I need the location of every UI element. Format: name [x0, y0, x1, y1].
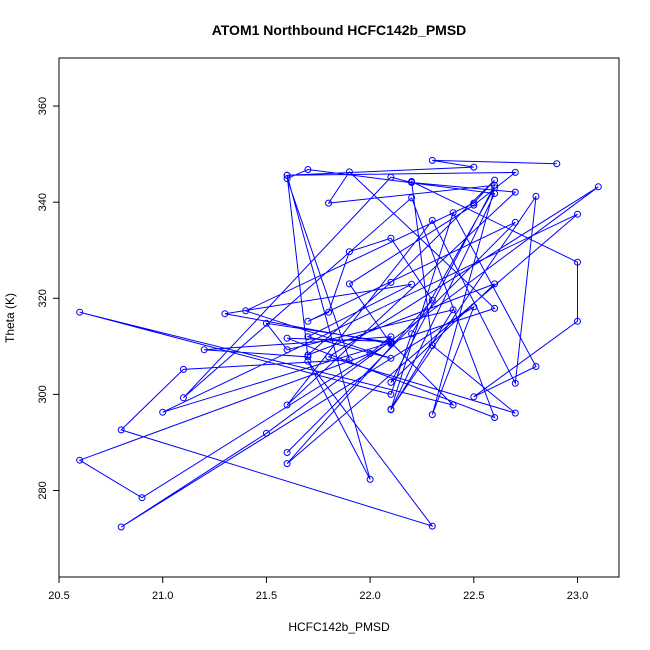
data-point [428, 216, 436, 224]
y-tick-label: 360 [37, 97, 49, 115]
data-point [594, 183, 602, 191]
data-point [325, 308, 333, 316]
data-point [283, 175, 291, 183]
data-point [345, 248, 353, 256]
data-point [345, 280, 353, 288]
data-point [408, 280, 416, 288]
data-point [491, 181, 499, 189]
x-tick-label: 21.0 [152, 590, 173, 602]
data-point [532, 192, 540, 200]
data-point [304, 357, 312, 365]
data-point [345, 356, 353, 364]
data-point [491, 184, 499, 192]
data-point [470, 201, 478, 209]
data-point [449, 209, 457, 217]
data-point [387, 278, 395, 286]
data-point [221, 310, 229, 318]
data-point [387, 339, 395, 346]
x-tick-label: 23.0 [567, 590, 588, 602]
plot-frame [58, 57, 620, 578]
data-point [574, 210, 581, 218]
data-point [449, 401, 457, 409]
data-point [138, 494, 146, 502]
series-layer [76, 156, 602, 531]
data-point [511, 168, 519, 176]
data-point [491, 414, 499, 421]
data-point [428, 341, 436, 349]
data-point [325, 353, 333, 361]
y-tick-label: 320 [37, 289, 49, 307]
data-point [325, 199, 333, 207]
data-point [428, 411, 436, 419]
data-point [76, 456, 84, 464]
data-point [532, 363, 540, 370]
data-point [470, 303, 478, 311]
data-point [387, 354, 395, 362]
data-point [491, 176, 499, 184]
data-point [470, 393, 478, 401]
data-point [553, 160, 561, 168]
data-point [511, 379, 519, 387]
data-point [262, 429, 270, 437]
data-point [283, 171, 291, 179]
data-point [511, 188, 519, 196]
x-tick-label: 22.5 [463, 590, 484, 602]
data-point [283, 346, 291, 354]
data-point [159, 408, 167, 416]
data-point [491, 304, 499, 312]
data-point [470, 199, 478, 207]
data-point [511, 218, 519, 226]
data-point [428, 296, 436, 304]
data-point [470, 163, 478, 171]
data-point [408, 194, 416, 202]
data-point [304, 333, 312, 341]
data-point [428, 522, 436, 530]
data-point [366, 350, 374, 357]
y-axis: 280 300 320 340 360 [37, 97, 59, 500]
data-point [117, 523, 125, 531]
series-line [78, 159, 599, 528]
data-point [117, 426, 125, 434]
data-point [574, 258, 581, 266]
data-point [76, 308, 84, 316]
data-point [366, 475, 374, 483]
data-point [200, 346, 208, 354]
data-point [408, 178, 416, 185]
y-tick-label: 300 [37, 385, 49, 403]
data-point [491, 280, 499, 288]
y-axis-label: Theta (K) [3, 293, 17, 343]
data-point [428, 156, 436, 164]
data-point [242, 307, 250, 315]
data-point [179, 394, 187, 402]
x-tick-label: 21.5 [256, 590, 277, 602]
data-point [304, 166, 312, 173]
x-tick-label: 22.0 [359, 590, 380, 602]
data-point [304, 317, 312, 325]
data-point [408, 330, 416, 338]
data-point [387, 378, 395, 386]
data-point [262, 319, 270, 327]
data-point [304, 353, 312, 361]
data-point [574, 317, 581, 325]
data-point [511, 409, 519, 417]
y-tick-label: 280 [37, 481, 49, 499]
data-point [345, 168, 353, 176]
y-tick-label: 340 [37, 193, 49, 211]
data-point [179, 365, 187, 373]
data-point [387, 405, 395, 413]
chart-title: ATOM1 Northbound HCFC142b_PMSD [212, 22, 467, 38]
data-point [387, 390, 395, 398]
x-tick-label: 20.5 [48, 590, 69, 602]
data-point [283, 449, 291, 456]
x-axis-label: HCFC142b_PMSD [288, 620, 390, 634]
data-point [387, 173, 395, 181]
data-point [283, 334, 291, 342]
data-point [283, 460, 291, 468]
x-axis: 20.5 21.0 21.5 22.0 22.5 23.0 [48, 577, 588, 602]
data-point [387, 234, 395, 242]
data-point [449, 306, 457, 314]
data-point [283, 401, 291, 409]
